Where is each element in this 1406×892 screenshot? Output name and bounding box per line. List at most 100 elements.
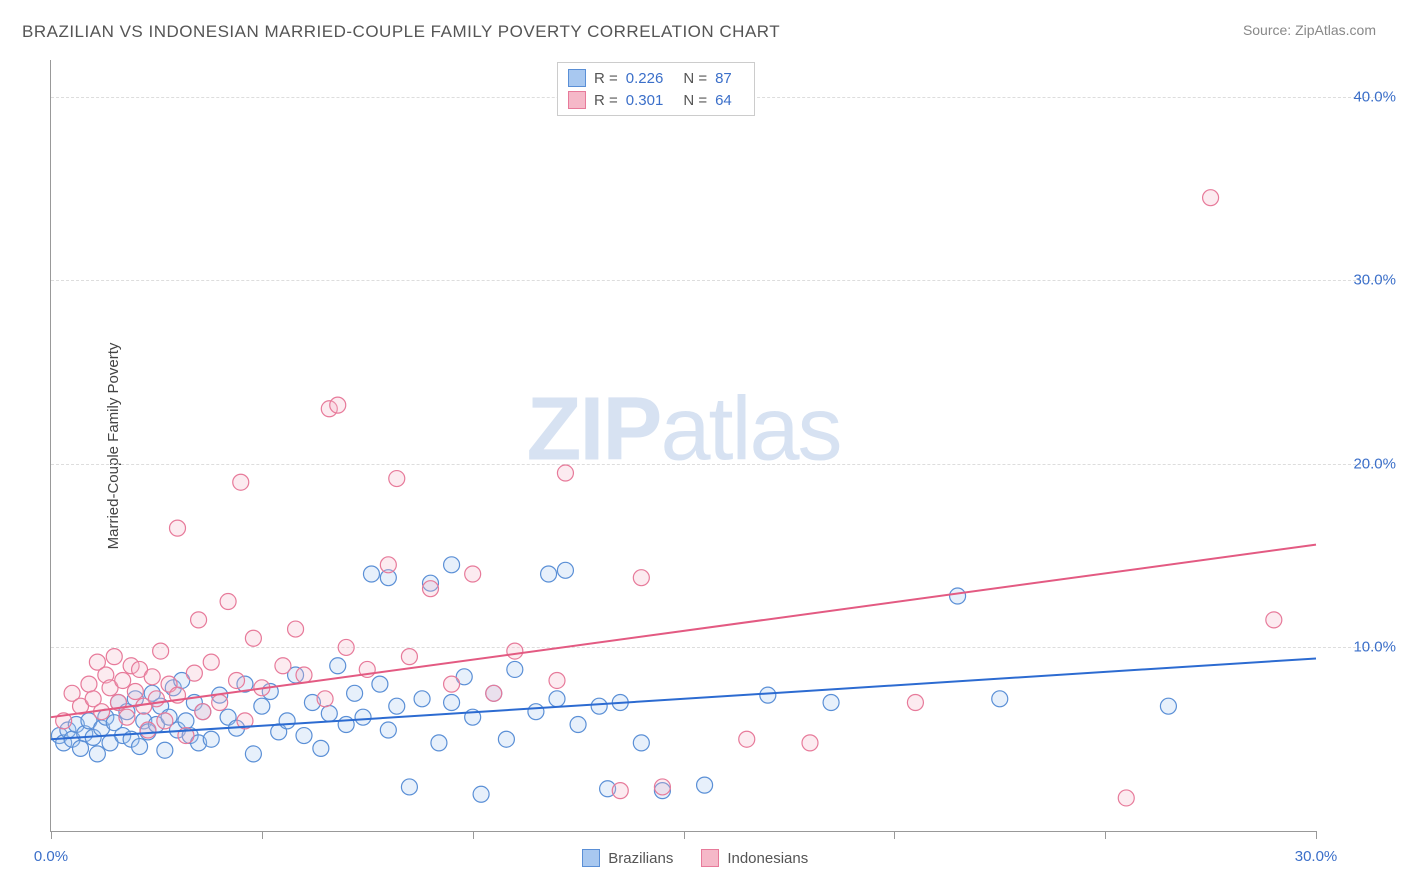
data-point (313, 740, 329, 756)
trend-line (51, 658, 1316, 739)
data-point (132, 739, 148, 755)
data-point (389, 471, 405, 487)
legend-item-indonesians: Indonesians (701, 849, 808, 867)
data-point (950, 588, 966, 604)
data-point (389, 698, 405, 714)
data-point (195, 704, 211, 720)
data-point (1118, 790, 1134, 806)
data-point (73, 740, 89, 756)
data-point (363, 566, 379, 582)
data-point (296, 667, 312, 683)
data-point (296, 728, 312, 744)
data-point (654, 779, 670, 795)
plot-area: ZIPatlas 10.0%20.0%30.0%40.0% 0.0%30.0% … (50, 60, 1316, 832)
data-point (233, 474, 249, 490)
data-point (157, 713, 173, 729)
data-point (355, 709, 371, 725)
data-point (414, 691, 430, 707)
swatch-brazilians-icon (582, 849, 600, 867)
data-point (212, 695, 228, 711)
swatch-indonesians-icon (701, 849, 719, 867)
x-tick (262, 831, 263, 839)
data-point (279, 713, 295, 729)
chart-title: BRAZILIAN VS INDONESIAN MARRIED-COUPLE F… (22, 22, 780, 42)
data-point (423, 581, 439, 597)
data-point (81, 676, 97, 692)
data-point (330, 397, 346, 413)
data-point (444, 676, 460, 692)
data-point (444, 557, 460, 573)
data-point (119, 709, 135, 725)
data-point (473, 786, 489, 802)
data-point (203, 654, 219, 670)
x-tick (473, 831, 474, 839)
data-point (541, 566, 557, 582)
data-point (203, 731, 219, 747)
data-point (401, 779, 417, 795)
data-point (401, 649, 417, 665)
data-point (465, 566, 481, 582)
data-point (245, 630, 261, 646)
data-point (633, 570, 649, 586)
x-tick (894, 831, 895, 839)
y-tick-label: 40.0% (1353, 88, 1396, 105)
data-point (498, 731, 514, 747)
data-point (347, 685, 363, 701)
data-point (697, 777, 713, 793)
data-point (153, 643, 169, 659)
data-point (907, 695, 923, 711)
data-point (89, 746, 105, 762)
data-point (178, 713, 194, 729)
data-point (507, 643, 523, 659)
data-point (140, 722, 156, 738)
data-point (254, 698, 270, 714)
data-point (486, 685, 502, 701)
data-point (186, 665, 202, 681)
data-point (338, 717, 354, 733)
data-point (317, 691, 333, 707)
legend-item-brazilians: Brazilians (582, 849, 673, 867)
data-point (1160, 698, 1176, 714)
data-point (321, 706, 337, 722)
data-point (823, 695, 839, 711)
data-point (338, 639, 354, 655)
data-point (591, 698, 607, 714)
x-tick (51, 831, 52, 839)
data-point (431, 735, 447, 751)
data-point (115, 672, 131, 688)
data-point (1266, 612, 1282, 628)
data-point (275, 658, 291, 674)
data-point (760, 687, 776, 703)
data-point (157, 742, 173, 758)
data-point (127, 683, 143, 699)
scatter-plot (51, 60, 1316, 831)
data-point (557, 465, 573, 481)
data-point (549, 672, 565, 688)
data-point (170, 520, 186, 536)
y-tick-label: 30.0% (1353, 272, 1396, 289)
data-point (549, 691, 565, 707)
trend-line (51, 545, 1316, 718)
data-point (1203, 190, 1219, 206)
data-point (245, 746, 261, 762)
x-tick (1105, 831, 1106, 839)
data-point (633, 735, 649, 751)
x-tick-label: 0.0% (34, 848, 68, 865)
data-point (739, 731, 755, 747)
data-point (330, 658, 346, 674)
data-point (992, 691, 1008, 707)
data-point (229, 672, 245, 688)
data-point (380, 722, 396, 738)
data-point (372, 676, 388, 692)
data-point (528, 704, 544, 720)
data-point (106, 649, 122, 665)
data-point (557, 562, 573, 578)
y-tick-label: 10.0% (1353, 639, 1396, 656)
bottom-legend: Brazilians Indonesians (582, 849, 808, 867)
data-point (444, 695, 460, 711)
data-point (191, 612, 207, 628)
data-point (144, 669, 160, 685)
x-tick (1316, 831, 1317, 839)
chart-container: BRAZILIAN VS INDONESIAN MARRIED-COUPLE F… (0, 0, 1406, 892)
data-point (288, 621, 304, 637)
